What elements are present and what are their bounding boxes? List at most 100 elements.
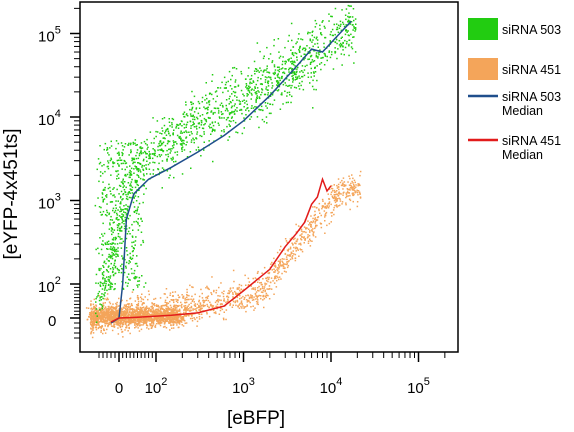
scatter-point <box>267 272 269 274</box>
scatter-point <box>228 120 231 122</box>
scatter-point <box>223 318 225 321</box>
scatter-point <box>105 280 108 283</box>
scatter-point <box>134 161 136 164</box>
scatter-point <box>223 117 225 119</box>
scatter-point <box>95 326 97 329</box>
scatter-point <box>296 78 298 80</box>
scatter-point <box>270 78 272 81</box>
scatter-point <box>159 297 162 299</box>
scatter-point <box>276 279 278 282</box>
scatter-point <box>304 53 306 56</box>
scatter-point <box>194 303 196 305</box>
scatter-point <box>104 186 106 189</box>
scatter-point <box>281 77 283 80</box>
scatter-point <box>349 23 352 25</box>
scatter-point <box>174 309 176 312</box>
scatter-point <box>288 260 290 262</box>
scatter-point <box>345 192 347 194</box>
scatter-point <box>218 299 221 301</box>
scatter-point <box>109 307 111 309</box>
scatter-point <box>101 293 103 295</box>
scatter-point <box>92 322 94 324</box>
scatter-point <box>315 56 318 58</box>
scatter-point <box>211 74 214 76</box>
scatter-point <box>186 293 188 296</box>
scatter-point <box>250 78 253 80</box>
scatter-point <box>99 297 101 299</box>
scatter-point <box>240 301 243 304</box>
scatter-point <box>291 69 293 71</box>
scatter-point <box>151 327 153 329</box>
scatter-point <box>91 336 94 339</box>
scatter-point <box>95 311 98 313</box>
scatter-point <box>147 311 149 313</box>
scatter-point <box>111 283 114 285</box>
scatter-point <box>104 287 106 290</box>
scatter-point <box>151 308 154 310</box>
scatter-point <box>208 140 210 142</box>
scatter-point <box>172 146 175 149</box>
scatter-point <box>147 319 149 321</box>
scatter-point <box>291 242 293 244</box>
scatter-point <box>288 91 291 94</box>
scatter-point <box>282 71 284 74</box>
scatter-point <box>243 106 245 108</box>
scatter-point <box>303 237 305 239</box>
scatter-point <box>116 316 118 319</box>
scatter-point <box>127 324 130 326</box>
scatter-point <box>243 117 245 119</box>
scatter-point <box>132 254 134 257</box>
scatter-point <box>335 38 338 41</box>
scatter-point <box>338 188 340 191</box>
scatter-point <box>314 222 316 224</box>
scatter-point <box>126 233 129 235</box>
scatter-point <box>168 309 170 311</box>
scatter-point <box>115 316 117 319</box>
scatter-point <box>295 76 297 78</box>
scatter-point <box>152 307 154 309</box>
scatter-point <box>94 314 97 316</box>
scatter-point <box>206 305 209 308</box>
scatter-point <box>116 159 119 162</box>
scatter-point <box>111 228 113 230</box>
scatter-point <box>148 307 150 309</box>
scatter-point <box>324 206 326 209</box>
scatter-point <box>291 78 294 80</box>
scatter-point <box>154 154 156 157</box>
scatter-point <box>203 149 205 151</box>
legend-label: siRNA 503 Median <box>502 90 561 118</box>
scatter-point <box>281 67 284 69</box>
scatter-point <box>246 95 248 97</box>
scatter-point <box>100 316 102 319</box>
scatter-point <box>142 311 144 313</box>
scatter-point <box>258 126 260 129</box>
scatter-point <box>233 66 236 69</box>
scatter-point <box>252 81 255 83</box>
scatter-point <box>102 181 104 183</box>
scatter-point <box>259 83 262 85</box>
scatter-point <box>131 321 133 324</box>
scatter-point <box>178 304 180 307</box>
scatter-point <box>251 82 253 84</box>
scatter-point <box>288 248 290 250</box>
scatter-point <box>142 324 144 326</box>
scatter-point <box>319 24 321 27</box>
scatter-point <box>136 151 138 154</box>
scatter-point <box>111 313 114 315</box>
scatter-point <box>179 319 182 322</box>
scatter-point <box>331 188 334 190</box>
scatter-point <box>112 165 114 168</box>
scatter-point <box>231 88 233 90</box>
scatter-point <box>140 320 142 323</box>
scatter-point <box>123 271 126 274</box>
scatter-point <box>126 195 128 198</box>
scatter-point <box>95 317 98 319</box>
scatter-point <box>128 176 130 179</box>
scatter-point <box>269 95 272 97</box>
scatter-point <box>197 112 200 115</box>
scatter-point <box>129 279 131 281</box>
scatter-point <box>161 187 163 189</box>
scatter-point <box>142 173 145 175</box>
scatter-point <box>132 312 134 314</box>
scatter-point <box>174 321 177 323</box>
